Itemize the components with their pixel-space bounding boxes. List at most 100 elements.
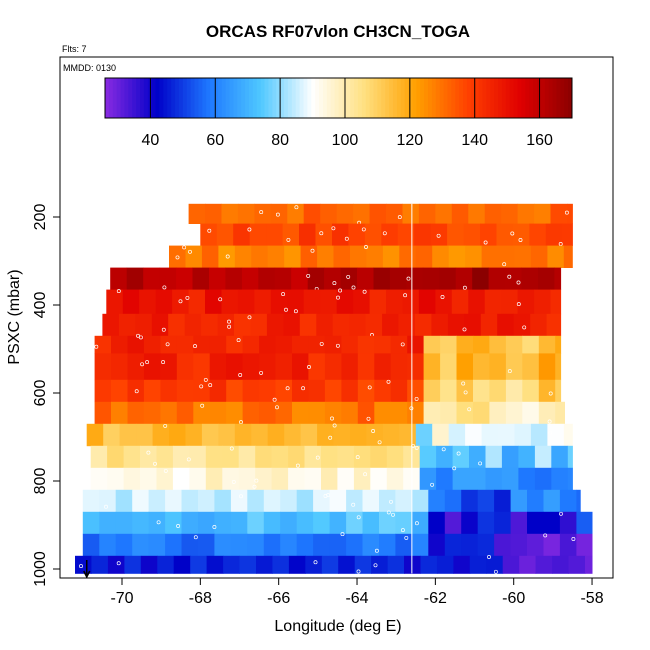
heatmap-cell: [374, 353, 392, 381]
heatmap-cell: [430, 223, 448, 246]
heatmap-cell: [362, 533, 380, 557]
heatmap-cell: [538, 379, 556, 403]
heatmap-cell: [329, 533, 347, 557]
heatmap-cell: [329, 489, 347, 513]
heatmap-cell: [274, 267, 292, 290]
heatmap-cell: [270, 289, 288, 315]
heatmap-cell: [82, 489, 100, 513]
heatmap-cell: [451, 289, 469, 315]
colorbar-segment: [505, 78, 511, 118]
heatmap-cell: [407, 335, 425, 354]
colorbar-segment: [108, 78, 114, 118]
heatmap-cell: [132, 511, 150, 535]
heatmap-cell: [193, 401, 211, 425]
observation-point: [414, 396, 419, 401]
heatmap-cell: [382, 423, 400, 447]
heatmap-cell: [259, 401, 276, 425]
heatmap-cell: [296, 511, 314, 535]
heatmap-cell: [341, 401, 359, 425]
heatmap-cell: [275, 335, 293, 354]
heatmap-cell: [336, 203, 354, 224]
colorbar-segment: [167, 78, 172, 118]
heatmap-cell: [411, 533, 429, 557]
heatmap-cell: [453, 555, 471, 574]
heatmap-cell: [505, 335, 523, 354]
heatmap-cell: [550, 289, 562, 315]
x-axis: -70 -68 -66 -64 -62 -60 -58: [110, 577, 604, 607]
colorbar-segment: [420, 78, 425, 118]
heatmap-cell: [249, 223, 267, 246]
observation-point: [340, 532, 345, 537]
heatmap-cell: [189, 445, 207, 469]
heatmap-cell: [308, 335, 326, 354]
heatmap-cell: [440, 335, 457, 354]
heatmap-cell: [300, 245, 318, 268]
colorbar-segment: [112, 78, 118, 118]
colorbar-segment: [194, 78, 199, 118]
colorbar-segment: [178, 78, 184, 118]
observation-point: [163, 468, 168, 473]
heatmap-cell: [165, 511, 182, 535]
observation-point: [116, 561, 121, 566]
observation-point: [331, 226, 336, 231]
observation-point: [441, 447, 446, 452]
heatmap-cell: [534, 203, 551, 224]
heatmap-cell: [272, 555, 290, 574]
observation-point: [301, 386, 306, 391]
heatmap-cell: [181, 489, 199, 513]
heatmap-cell: [406, 267, 424, 290]
heatmap-cell: [230, 489, 248, 513]
heatmap-cell: [111, 401, 128, 425]
observation-point: [218, 297, 223, 302]
observation-point: [363, 472, 368, 477]
heatmap-cell: [545, 223, 563, 246]
observation-point: [462, 327, 467, 332]
heatmap-cell: [435, 203, 453, 224]
heatmap-cell: [303, 203, 321, 224]
heatmap-cell: [554, 267, 562, 290]
heatmap-cell: [275, 353, 293, 381]
heatmap-cell: [201, 423, 219, 447]
observation-point: [227, 324, 232, 329]
heatmap-cell: [420, 555, 438, 574]
heatmap-cell: [226, 379, 244, 403]
heatmap-cell: [313, 533, 330, 557]
colorbar-segment: [365, 78, 371, 118]
colorbar: 40 60 80 100 120 140 160: [104, 77, 573, 149]
heatmap-cell: [585, 555, 593, 574]
heatmap-cell: [292, 353, 309, 381]
colorbar-segment: [490, 78, 495, 118]
colorbar-segment: [521, 78, 526, 118]
heatmap-cell: [233, 223, 251, 246]
x-tick-label: -70: [110, 590, 133, 607]
heatmap-cell: [489, 379, 507, 403]
heatmap-cell: [99, 489, 117, 513]
colorbar-segment: [233, 78, 238, 118]
heatmap-cell: [469, 445, 486, 469]
heatmap-cell: [402, 203, 420, 224]
heatmap-cell: [447, 313, 465, 337]
heatmap-cell: [337, 467, 355, 491]
heatmap-cell: [399, 423, 417, 447]
observation-point: [231, 479, 236, 484]
observation-point: [306, 273, 311, 278]
heatmap-cell: [340, 267, 358, 290]
heatmap-cell: [333, 245, 351, 268]
heatmap-cell: [373, 267, 391, 290]
heatmap-cell: [411, 511, 429, 535]
heatmap-cell: [518, 445, 536, 469]
heatmap-cell: [463, 223, 481, 246]
observation-point: [186, 457, 191, 462]
observation-point: [374, 548, 379, 553]
heatmap-cell: [99, 533, 117, 557]
heatmap-cell: [118, 313, 136, 337]
heatmap-cell: [489, 353, 507, 381]
observation-point: [307, 365, 311, 369]
colorbar-segment: [544, 78, 550, 118]
heatmap-cell: [456, 401, 474, 425]
observation-point: [332, 281, 337, 286]
heatmap-cell: [497, 313, 515, 337]
heatmap-cell: [386, 289, 403, 315]
observation-point: [178, 299, 183, 304]
colorbar-segment: [428, 78, 433, 118]
